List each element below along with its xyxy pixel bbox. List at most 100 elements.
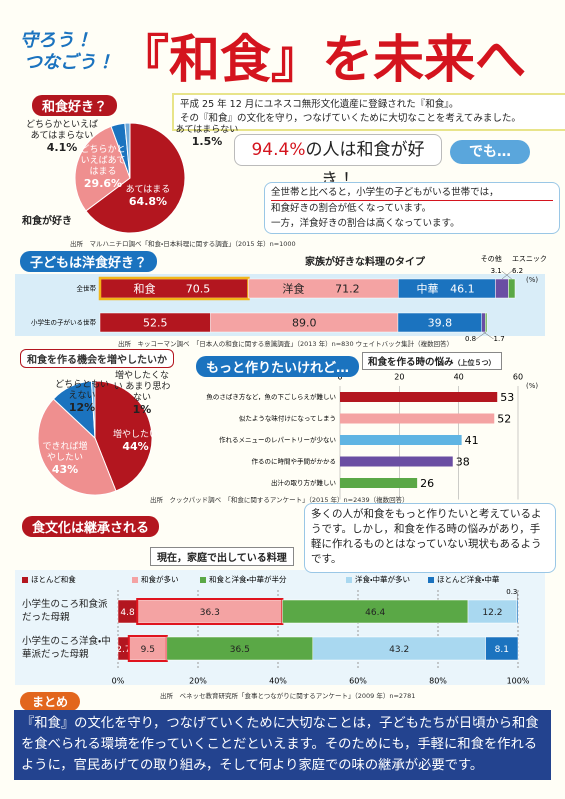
band [15, 570, 545, 685]
summary-text: 『和食』の文化を守り，つなげていくために大切なことは，子どもたちが日頃から和食を… [14, 710, 551, 780]
source: 出所 キッコーマン調べ 「日本人の和食に関する意識調査」（2013 年）n=83… [118, 340, 454, 348]
bar [340, 435, 462, 445]
pie-slice [124, 122, 131, 179]
pie-value: 44% [122, 440, 149, 453]
value-label: 53 [500, 391, 514, 404]
chart-title: 和食を作る時の悩み（上位５つ） [362, 352, 502, 370]
value-label: 70.5 [186, 283, 211, 296]
value-label: 52.5 [143, 317, 168, 330]
chart-subtitle: （上位５つ） [453, 359, 496, 367]
value-label: 43.2 [389, 645, 409, 655]
intro-line: その『和食』の文化を守り，つなげていくために大切なことを考えてみました。 [180, 113, 521, 124]
value-label: 38 [456, 456, 470, 469]
bar [340, 413, 495, 424]
pie-label: できれば増やしたい 43% [40, 442, 90, 475]
leader-line [476, 331, 487, 340]
leader-line [501, 270, 512, 280]
bar-segment [516, 599, 519, 624]
pie-slice [37, 398, 117, 496]
catch-line: つなごう！ [24, 52, 114, 73]
legend-label: 和食と洋食・中華が半分 [209, 574, 287, 584]
pie-category: あてはまらない [175, 125, 239, 135]
series-label: エスニック [512, 255, 547, 263]
intro: 平成 25 年 12 月にユネスコ無形文化遺産に登録された『和食』。 その『和食… [172, 93, 565, 131]
legend-label: 和食が多い [141, 574, 179, 584]
pie-value: 29.6% [83, 177, 123, 190]
bar-segment [398, 278, 496, 299]
chart-title: 和食が好き [22, 216, 72, 227]
bar [340, 456, 453, 467]
x-tick-label: 40% [269, 677, 287, 686]
highlight: 94.4%の人は和食が好き！ [234, 134, 442, 190]
value-label: 0.8 [465, 335, 476, 343]
x-tick-label: 60 [513, 373, 523, 382]
pie-category: どちらともいえない [55, 380, 109, 401]
x-tick-label: 80% [429, 677, 447, 686]
section-heading: 和食好き？ [32, 95, 118, 116]
pie-label: 増やしたくない あまり思わない 1% [112, 371, 172, 415]
summary-heading: まとめ [20, 692, 81, 711]
category-label: 似たような味付けになってしまう [239, 414, 336, 423]
catch-line: 守ろう！ [20, 30, 92, 51]
pie-label: どちらともいえない 12% [52, 380, 112, 413]
value-label: 36.3 [200, 608, 220, 618]
value-label: 2.7 [116, 645, 130, 655]
chart-title: 現在，家庭で出している料理 [150, 547, 294, 566]
legend-label: ほとんど和食 [31, 575, 76, 584]
bar-segment [508, 278, 516, 299]
pie-value: 1% [132, 403, 152, 416]
series-label: 洋食 [282, 282, 304, 296]
source: 出所 ベネッセ教育研究所「食事とつながりに関するアンケート」（2009 年）n=… [160, 692, 416, 700]
value-label: 89.0 [292, 317, 317, 330]
pie-category: どちらかといえばあてはまる [80, 145, 126, 177]
note: 多くの人が和食をもっと作りたいと考えているようです。しかし，和食を作る時の悩みが… [304, 503, 556, 573]
series-label: 中華 [416, 283, 438, 296]
unit: (%) [526, 382, 539, 390]
x-tick-label: 40 [454, 373, 464, 382]
series-label: 和食 [134, 283, 156, 296]
legend-swatch [346, 577, 352, 583]
pie-label: あてはまらない 1.5% [172, 125, 242, 147]
but-bubble: でも… [450, 140, 530, 164]
value-label: 46.4 [365, 608, 385, 618]
category-label: 出汁の取り方が難しい [271, 478, 336, 487]
value-label: 6.2 [512, 267, 523, 275]
source: 出所 クックパッド調べ 「和食に関するアンケート」（2015 年）n=2439（… [150, 496, 409, 504]
section-heading: 和食を作る機会を増やしたいか [20, 349, 174, 368]
pie-label: あてはまる 64.8% [118, 185, 178, 207]
value-label: 9.5 [141, 645, 155, 655]
value-label: 3.1 [491, 267, 502, 275]
chart-title-text: 和食を作る時の悩み [368, 357, 454, 368]
legend-swatch [200, 577, 206, 583]
value-label: 39.8 [428, 317, 453, 330]
bar-segment [485, 636, 519, 661]
category-label: 作るのに時間や手間がかかる [252, 457, 337, 466]
bar-segment [485, 312, 488, 333]
x-tick-label: 20% [189, 677, 207, 686]
bar [340, 478, 418, 488]
unit: (%) [526, 276, 539, 284]
pie-slice [94, 380, 153, 492]
pie-category: あてはまる [125, 185, 171, 195]
value-label: 71.2 [335, 283, 360, 296]
category-label: 小学生の子がいる世帯 [31, 318, 97, 327]
value-label: 4.8 [120, 608, 135, 618]
x-tick-label: 100% [507, 677, 530, 686]
category-label: 小学生のころ和食派だった母親 [22, 599, 108, 623]
pie-value: 4.1% [46, 141, 78, 154]
pie-category: 増やしたい [112, 430, 158, 440]
category-label: 小学生のころ洋食・中華派だった母親 [22, 636, 111, 660]
x-tick-label: 20 [394, 373, 404, 382]
value-label: 12.2 [482, 608, 502, 618]
value-label: 52 [497, 413, 511, 426]
legend-label: 洋食・中華が多い [355, 574, 410, 584]
pie-label: 増やしたい 44% [108, 430, 163, 452]
bar-segment [248, 278, 399, 299]
note-line: 一方，洋食好きの割合は高くなっています。 [271, 218, 460, 229]
section-heading: 食文化は継承される [22, 516, 160, 537]
value-label: 36.5 [230, 645, 250, 655]
series-label: その他 [481, 254, 502, 263]
section-heading: 子どもは洋食好き？ [20, 251, 158, 272]
legend-label: ほとんど洋食・中華 [437, 574, 500, 584]
